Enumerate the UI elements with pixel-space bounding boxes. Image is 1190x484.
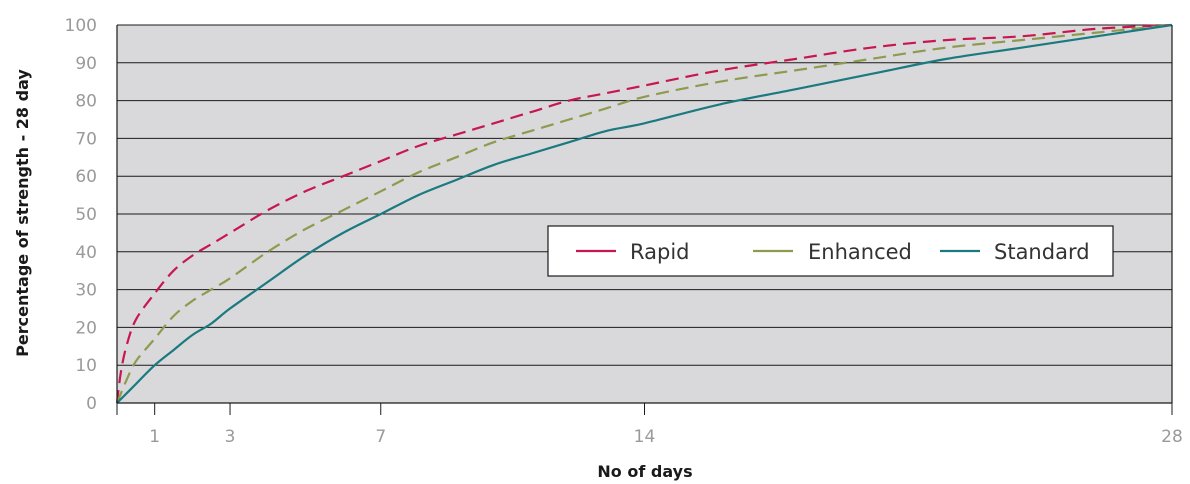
x-tick-labels: 1 3 7 14 28 bbox=[149, 427, 1183, 447]
y-tick-labels: 0 10 20 30 40 50 60 70 80 90 100 bbox=[65, 16, 97, 414]
x-axis-title: No of days bbox=[597, 462, 692, 481]
legend-label-standard: Standard bbox=[994, 240, 1090, 264]
legend: Rapid Enhanced Standard bbox=[547, 225, 1114, 277]
legend-box bbox=[547, 225, 1114, 277]
y-tick-label: 50 bbox=[75, 205, 97, 225]
y-tick-label: 0 bbox=[86, 394, 97, 414]
y-axis-title: Percentage of strength - 28 day bbox=[13, 69, 32, 357]
x-tick-label: 14 bbox=[634, 427, 656, 447]
legend-label-enhanced: Enhanced bbox=[808, 240, 912, 264]
y-tick-label: 60 bbox=[75, 167, 97, 187]
y-tick-label: 20 bbox=[75, 318, 97, 338]
x-tick-label: 7 bbox=[375, 427, 386, 447]
x-tick-label: 28 bbox=[1161, 427, 1183, 447]
legend-label-rapid: Rapid bbox=[630, 240, 690, 264]
series-line-rapid bbox=[115, 23, 1173, 404]
y-tick-label: 70 bbox=[75, 129, 97, 149]
series-lines bbox=[115, 23, 1173, 404]
y-tick-label: 10 bbox=[75, 356, 97, 376]
series-line-enhanced bbox=[115, 23, 1173, 404]
y-tick-label: 80 bbox=[75, 92, 97, 112]
x-tick-label: 1 bbox=[149, 427, 160, 447]
gridlines bbox=[117, 24, 1172, 366]
y-tick-label: 90 bbox=[75, 54, 97, 74]
x-tick-label: 3 bbox=[225, 427, 236, 447]
axes bbox=[116, 25, 1173, 415]
y-tick-label: 100 bbox=[65, 16, 97, 36]
series-line-standard bbox=[116, 23, 1173, 404]
y-tick-label: 40 bbox=[75, 243, 97, 263]
y-tick-label: 30 bbox=[75, 281, 97, 301]
